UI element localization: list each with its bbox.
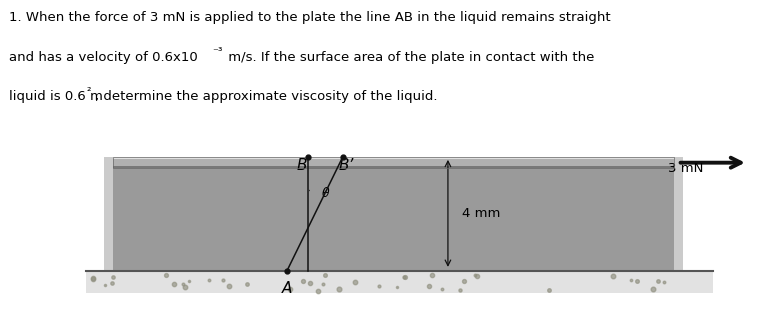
Bar — [674, 157, 683, 270]
Bar — [113, 166, 674, 168]
Text: ⁻³: ⁻³ — [213, 47, 223, 58]
Text: ²: ² — [86, 87, 91, 97]
Text: B: B — [296, 158, 307, 173]
Text: θ: θ — [322, 187, 330, 200]
Text: B’: B’ — [339, 158, 354, 173]
Text: A: A — [281, 281, 292, 296]
Text: 3 mN: 3 mN — [668, 162, 703, 175]
Text: 1. When the force of 3 mN is applied to the plate the line AB in the liquid rema: 1. When the force of 3 mN is applied to … — [9, 11, 611, 25]
Text: and has a velocity of 0.6x10: and has a velocity of 0.6x10 — [9, 51, 198, 64]
Text: 4 mm: 4 mm — [462, 207, 500, 220]
Bar — [113, 157, 674, 160]
Bar — [113, 160, 674, 166]
Text: m/s. If the surface area of the plate in contact with the: m/s. If the surface area of the plate in… — [224, 51, 594, 64]
Bar — [104, 157, 113, 270]
Bar — [113, 157, 674, 270]
Text: , determine the approximate viscosity of the liquid.: , determine the approximate viscosity of… — [95, 90, 438, 103]
Bar — [113, 157, 674, 168]
Bar — [86, 271, 713, 293]
Text: liquid is 0.6 m: liquid is 0.6 m — [9, 90, 104, 103]
